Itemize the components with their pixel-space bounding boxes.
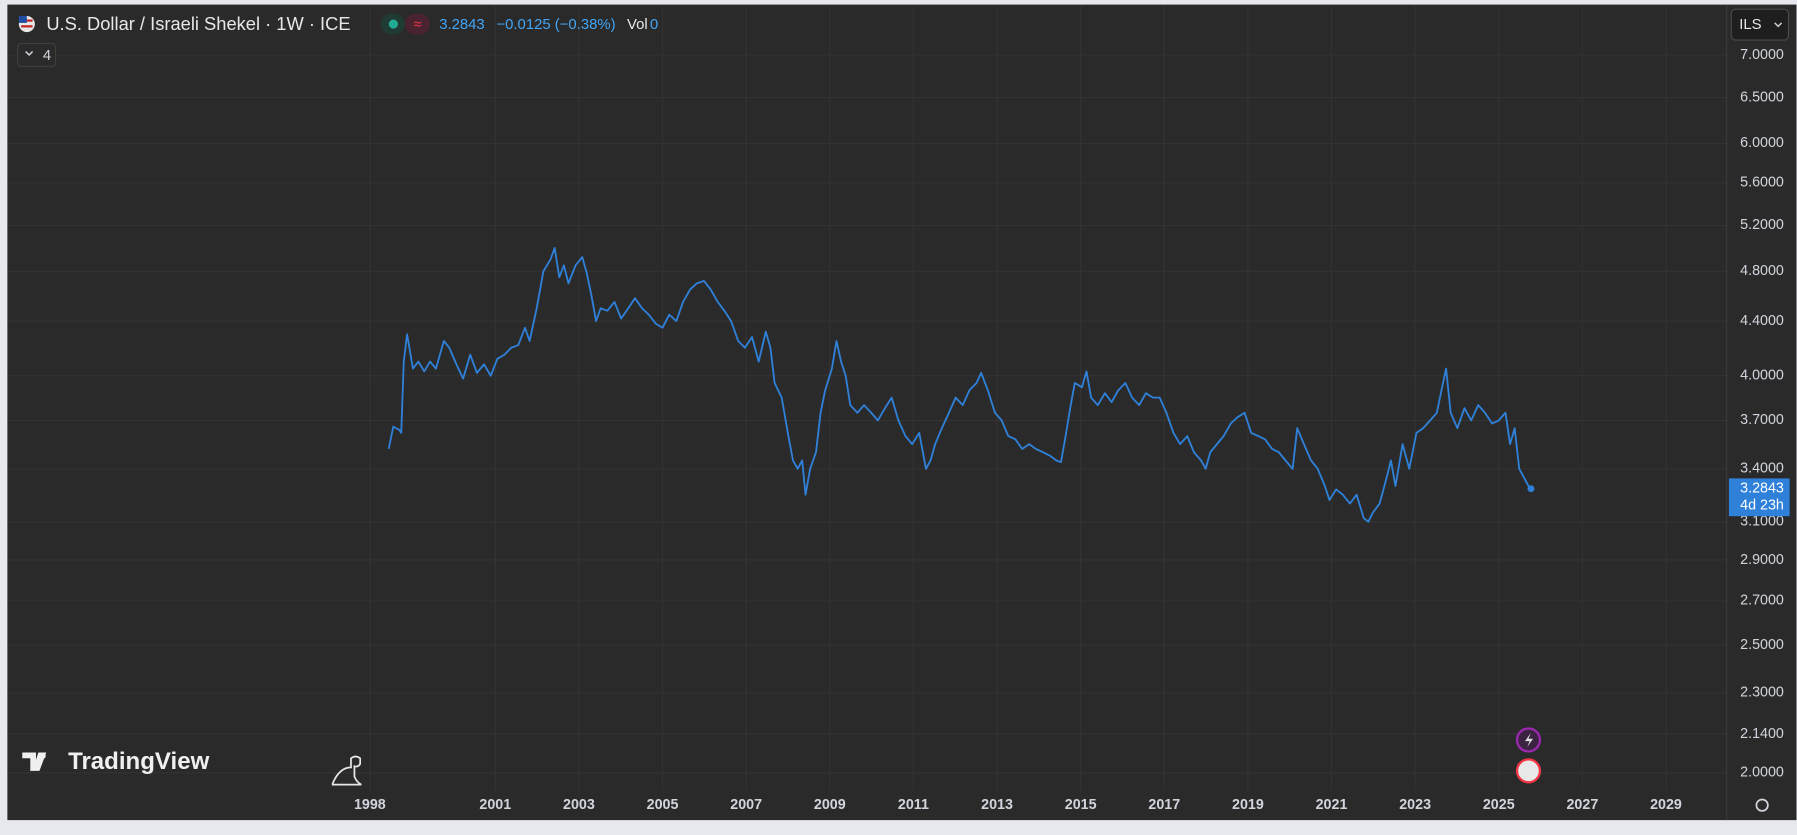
logo-dot xyxy=(40,753,46,759)
grid xyxy=(7,5,1727,791)
bolt xyxy=(1525,733,1534,747)
logo-text[interactable]: TradingView xyxy=(68,748,210,775)
countdown-label: 4d 23h xyxy=(1740,498,1784,514)
currency-select[interactable] xyxy=(1730,8,1790,41)
y-tick-label: 4.8000 xyxy=(1740,263,1784,279)
delayed-icon: ≈ xyxy=(413,17,421,33)
y-tick-label: 6.0000 xyxy=(1740,135,1784,151)
chart-title[interactable]: U.S. Dollar / Israeli Shekel · 1W · ICE xyxy=(46,13,350,34)
price-line xyxy=(387,246,1532,523)
x-tick-label: 2023 xyxy=(1399,797,1431,813)
x-tick-label: 2007 xyxy=(730,797,762,813)
chevron xyxy=(1774,22,1783,28)
x-tick-label: 2017 xyxy=(1148,797,1180,813)
status-dot xyxy=(388,19,398,29)
chevron xyxy=(25,51,34,57)
price-label-box xyxy=(1728,478,1790,517)
y-tick-label: 2.9000 xyxy=(1740,552,1784,568)
plot xyxy=(387,246,1535,523)
indicators-count: 4 xyxy=(43,48,51,64)
price-change: −0.0125 (−0.38%) xyxy=(496,17,615,33)
y-tick-label: 2.0000 xyxy=(1740,765,1784,781)
x-tick-label: 2015 xyxy=(1065,797,1097,813)
y-tick-label: 5.2000 xyxy=(1740,217,1784,233)
news-flag-icon[interactable] xyxy=(1515,758,1542,784)
y-tick-label: 2.7000 xyxy=(1740,593,1784,609)
x-tick-label: 2009 xyxy=(814,797,846,813)
chart-pane xyxy=(7,4,1797,821)
price-label: 3.2843 xyxy=(1740,480,1784,496)
x-tick-label: 1998 xyxy=(354,797,386,813)
y-tick-label: 7.0000 xyxy=(1740,47,1784,63)
y-tick-label: 2.1400 xyxy=(1740,726,1784,742)
y-tick-label: 3.4000 xyxy=(1740,461,1784,477)
settings-icon[interactable] xyxy=(1755,798,1769,812)
x-tick-label: 2011 xyxy=(898,797,929,813)
volume-label: Vol xyxy=(627,17,648,33)
last-point xyxy=(1527,485,1535,493)
flag-stripe xyxy=(21,25,33,28)
x-tick-label: 2001 xyxy=(479,797,511,813)
x-tick-label: 2027 xyxy=(1566,797,1598,813)
x-tick-label: 2013 xyxy=(981,797,1013,813)
x-tick-label: 2025 xyxy=(1483,797,1515,813)
y-tick-label: 4.4000 xyxy=(1740,313,1784,329)
y-tick-label: 3.1000 xyxy=(1740,514,1784,530)
currency-label: ILS xyxy=(1739,17,1761,33)
x-tick-label: 2019 xyxy=(1232,797,1264,813)
y-tick-label: 2.5000 xyxy=(1740,637,1784,653)
x-tick-label: 2029 xyxy=(1650,797,1682,813)
last-price: 3.2843 xyxy=(439,17,485,33)
flag-canton xyxy=(18,16,27,23)
x-tick-label: 2021 xyxy=(1316,797,1348,813)
x-tick-label: 2003 xyxy=(563,797,595,813)
y-tick-label: 4.0000 xyxy=(1740,368,1784,384)
delayed-badge[interactable] xyxy=(404,13,431,35)
x-tick-label: 2005 xyxy=(647,797,679,813)
y-tick-label: 3.7000 xyxy=(1740,412,1784,428)
y-tick-label: 5.6000 xyxy=(1740,175,1784,191)
volume-value: 0 xyxy=(650,17,658,33)
y-tick-label: 2.3000 xyxy=(1740,685,1784,701)
indicators-toggle[interactable] xyxy=(17,42,57,68)
y-tick-label: 6.5000 xyxy=(1740,89,1784,105)
dino-icon[interactable] xyxy=(331,755,362,786)
